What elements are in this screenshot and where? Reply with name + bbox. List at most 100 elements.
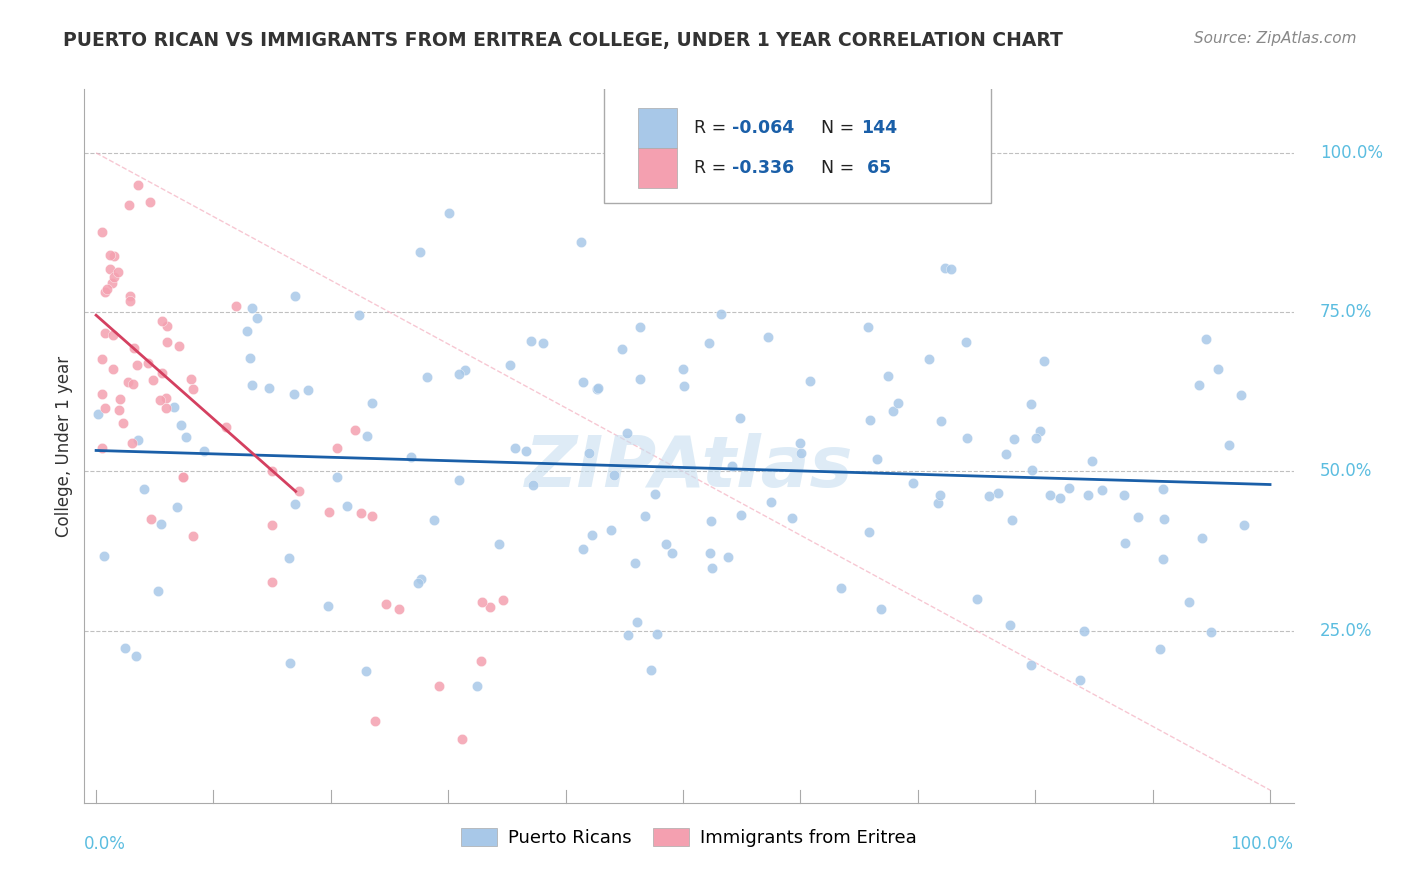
- Point: [955, 334, 977, 349]
- Point: [515, 444, 537, 458]
- Point: [96, 282, 118, 296]
- Text: 75.0%: 75.0%: [1320, 303, 1372, 321]
- Point: [447, 367, 470, 381]
- Point: [987, 486, 1010, 500]
- Point: [756, 330, 779, 344]
- Point: [181, 529, 204, 543]
- Point: [887, 395, 910, 409]
- Point: [388, 602, 411, 616]
- Point: [132, 482, 155, 496]
- Point: [1073, 624, 1095, 638]
- Point: [578, 445, 600, 459]
- Point: [730, 508, 752, 522]
- Point: [717, 550, 740, 565]
- Point: [125, 358, 148, 372]
- Point: [136, 356, 159, 370]
- Point: [98, 247, 121, 261]
- Text: -0.336: -0.336: [733, 159, 794, 177]
- Point: [616, 628, 638, 642]
- FancyBboxPatch shape: [605, 86, 991, 203]
- Point: [470, 654, 492, 668]
- Point: [148, 583, 170, 598]
- Point: [572, 375, 595, 389]
- Point: [423, 513, 446, 527]
- Text: N =: N =: [821, 119, 859, 136]
- Point: [280, 656, 302, 670]
- Point: [1019, 658, 1042, 673]
- Point: [142, 373, 165, 387]
- Point: [569, 235, 592, 249]
- Point: [162, 400, 184, 414]
- Point: [488, 537, 510, 551]
- Point: [939, 262, 962, 277]
- Point: [155, 391, 177, 405]
- Point: [520, 334, 543, 348]
- Point: [700, 560, 723, 574]
- Point: [503, 441, 526, 455]
- Point: [156, 335, 179, 350]
- Point: [174, 430, 197, 444]
- Point: [108, 392, 131, 406]
- Point: [172, 470, 194, 484]
- Point: [877, 369, 900, 384]
- Text: ZIPAtlas: ZIPAtlas: [524, 433, 853, 502]
- Point: [349, 506, 371, 520]
- FancyBboxPatch shape: [638, 109, 676, 148]
- Point: [415, 370, 437, 384]
- Point: [325, 441, 347, 455]
- Point: [628, 372, 651, 386]
- Point: [1028, 424, 1050, 438]
- Point: [246, 311, 269, 326]
- Point: [1152, 551, 1174, 566]
- Point: [283, 386, 305, 401]
- Point: [612, 342, 634, 356]
- Point: [118, 293, 141, 308]
- Text: Source: ZipAtlas.com: Source: ZipAtlas.com: [1194, 31, 1357, 46]
- Point: [929, 414, 952, 428]
- Point: [1206, 361, 1229, 376]
- Point: [437, 206, 460, 220]
- Point: [640, 663, 662, 677]
- Text: 100.0%: 100.0%: [1230, 835, 1294, 853]
- Point: [1126, 510, 1149, 524]
- Point: [720, 459, 742, 474]
- Text: N =: N =: [821, 159, 859, 177]
- Point: [599, 524, 621, 538]
- Point: [1153, 511, 1175, 525]
- Point: [626, 615, 648, 630]
- Point: [859, 413, 882, 427]
- Point: [100, 276, 122, 290]
- Point: [239, 351, 262, 366]
- Point: [799, 374, 821, 388]
- Point: [1025, 431, 1047, 445]
- Point: [225, 299, 247, 313]
- Point: [170, 417, 193, 432]
- Text: 25.0%: 25.0%: [1320, 622, 1372, 640]
- Point: [634, 509, 657, 524]
- Point: [454, 363, 477, 377]
- Point: [927, 496, 949, 510]
- Point: [1112, 488, 1135, 502]
- Point: [262, 463, 284, 477]
- Text: R =: R =: [693, 119, 731, 136]
- Point: [1021, 397, 1043, 411]
- Point: [118, 289, 141, 303]
- Point: [929, 488, 952, 502]
- Point: [1081, 454, 1104, 468]
- Point: [499, 358, 522, 372]
- Point: [139, 512, 162, 526]
- Point: [447, 473, 470, 487]
- Point: [918, 351, 941, 366]
- Point: [1194, 332, 1216, 346]
- Point: [699, 336, 721, 351]
- Text: 50.0%: 50.0%: [1320, 462, 1372, 481]
- Text: R =: R =: [693, 159, 731, 177]
- Point: [790, 446, 813, 460]
- Point: [673, 378, 696, 392]
- Point: [934, 261, 956, 276]
- Point: [830, 581, 852, 595]
- Point: [616, 425, 638, 440]
- Point: [87, 408, 110, 422]
- Point: [93, 285, 115, 300]
- Point: [710, 307, 733, 321]
